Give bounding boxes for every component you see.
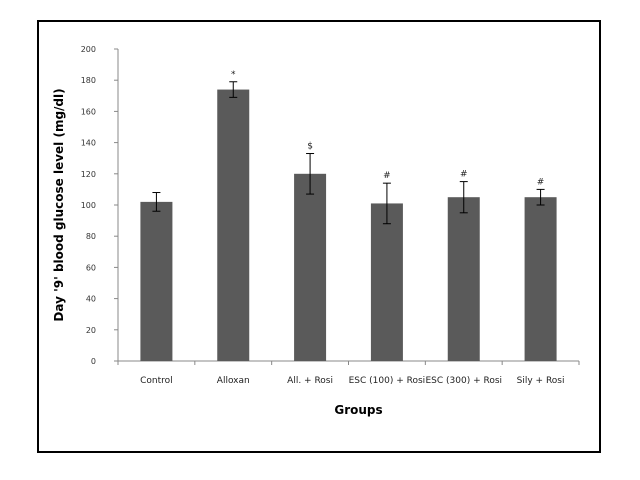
bar bbox=[370, 203, 403, 361]
bar bbox=[524, 197, 557, 361]
bar bbox=[217, 89, 250, 361]
bar bbox=[294, 173, 327, 361]
significance-mark: # bbox=[460, 170, 468, 180]
x-axis-title: Groups bbox=[334, 403, 382, 417]
y-tick-label: 20 bbox=[86, 326, 96, 335]
chart-frame: Day '9' blood glucose level (mg/dl) Grou… bbox=[37, 20, 601, 453]
y-tick-label: 140 bbox=[81, 139, 96, 148]
x-category-label: All. + Rosi bbox=[287, 376, 333, 386]
y-tick-label: 200 bbox=[81, 45, 96, 54]
y-tick-label: 80 bbox=[86, 232, 96, 241]
significance-mark: $ bbox=[307, 142, 313, 152]
y-axis-title: Day '9' blood glucose level (mg/dl) bbox=[52, 88, 66, 321]
significance-mark: # bbox=[383, 171, 391, 181]
significance-mark: * bbox=[231, 70, 236, 80]
x-category-label: ESC (300) + Rosi bbox=[425, 376, 502, 386]
y-tick-label: 40 bbox=[86, 295, 96, 304]
bar bbox=[140, 201, 173, 361]
y-tick-label: 0 bbox=[91, 357, 96, 366]
y-tick-label: 180 bbox=[81, 76, 96, 85]
y-tick-label: 120 bbox=[81, 170, 96, 179]
y-tick-label: 100 bbox=[81, 201, 96, 210]
x-category-label: Alloxan bbox=[217, 376, 250, 386]
significance-mark: # bbox=[537, 177, 545, 187]
x-category-label: Sily + Rosi bbox=[517, 376, 565, 386]
bar-chart: Day '9' blood glucose level (mg/dl) Grou… bbox=[52, 45, 580, 417]
x-category-label: ESC (100) + Rosi bbox=[349, 376, 426, 386]
y-tick-label: 160 bbox=[81, 107, 96, 116]
y-tick-label: 60 bbox=[86, 263, 96, 272]
x-category-label: Control bbox=[140, 376, 173, 386]
bar bbox=[447, 197, 480, 361]
